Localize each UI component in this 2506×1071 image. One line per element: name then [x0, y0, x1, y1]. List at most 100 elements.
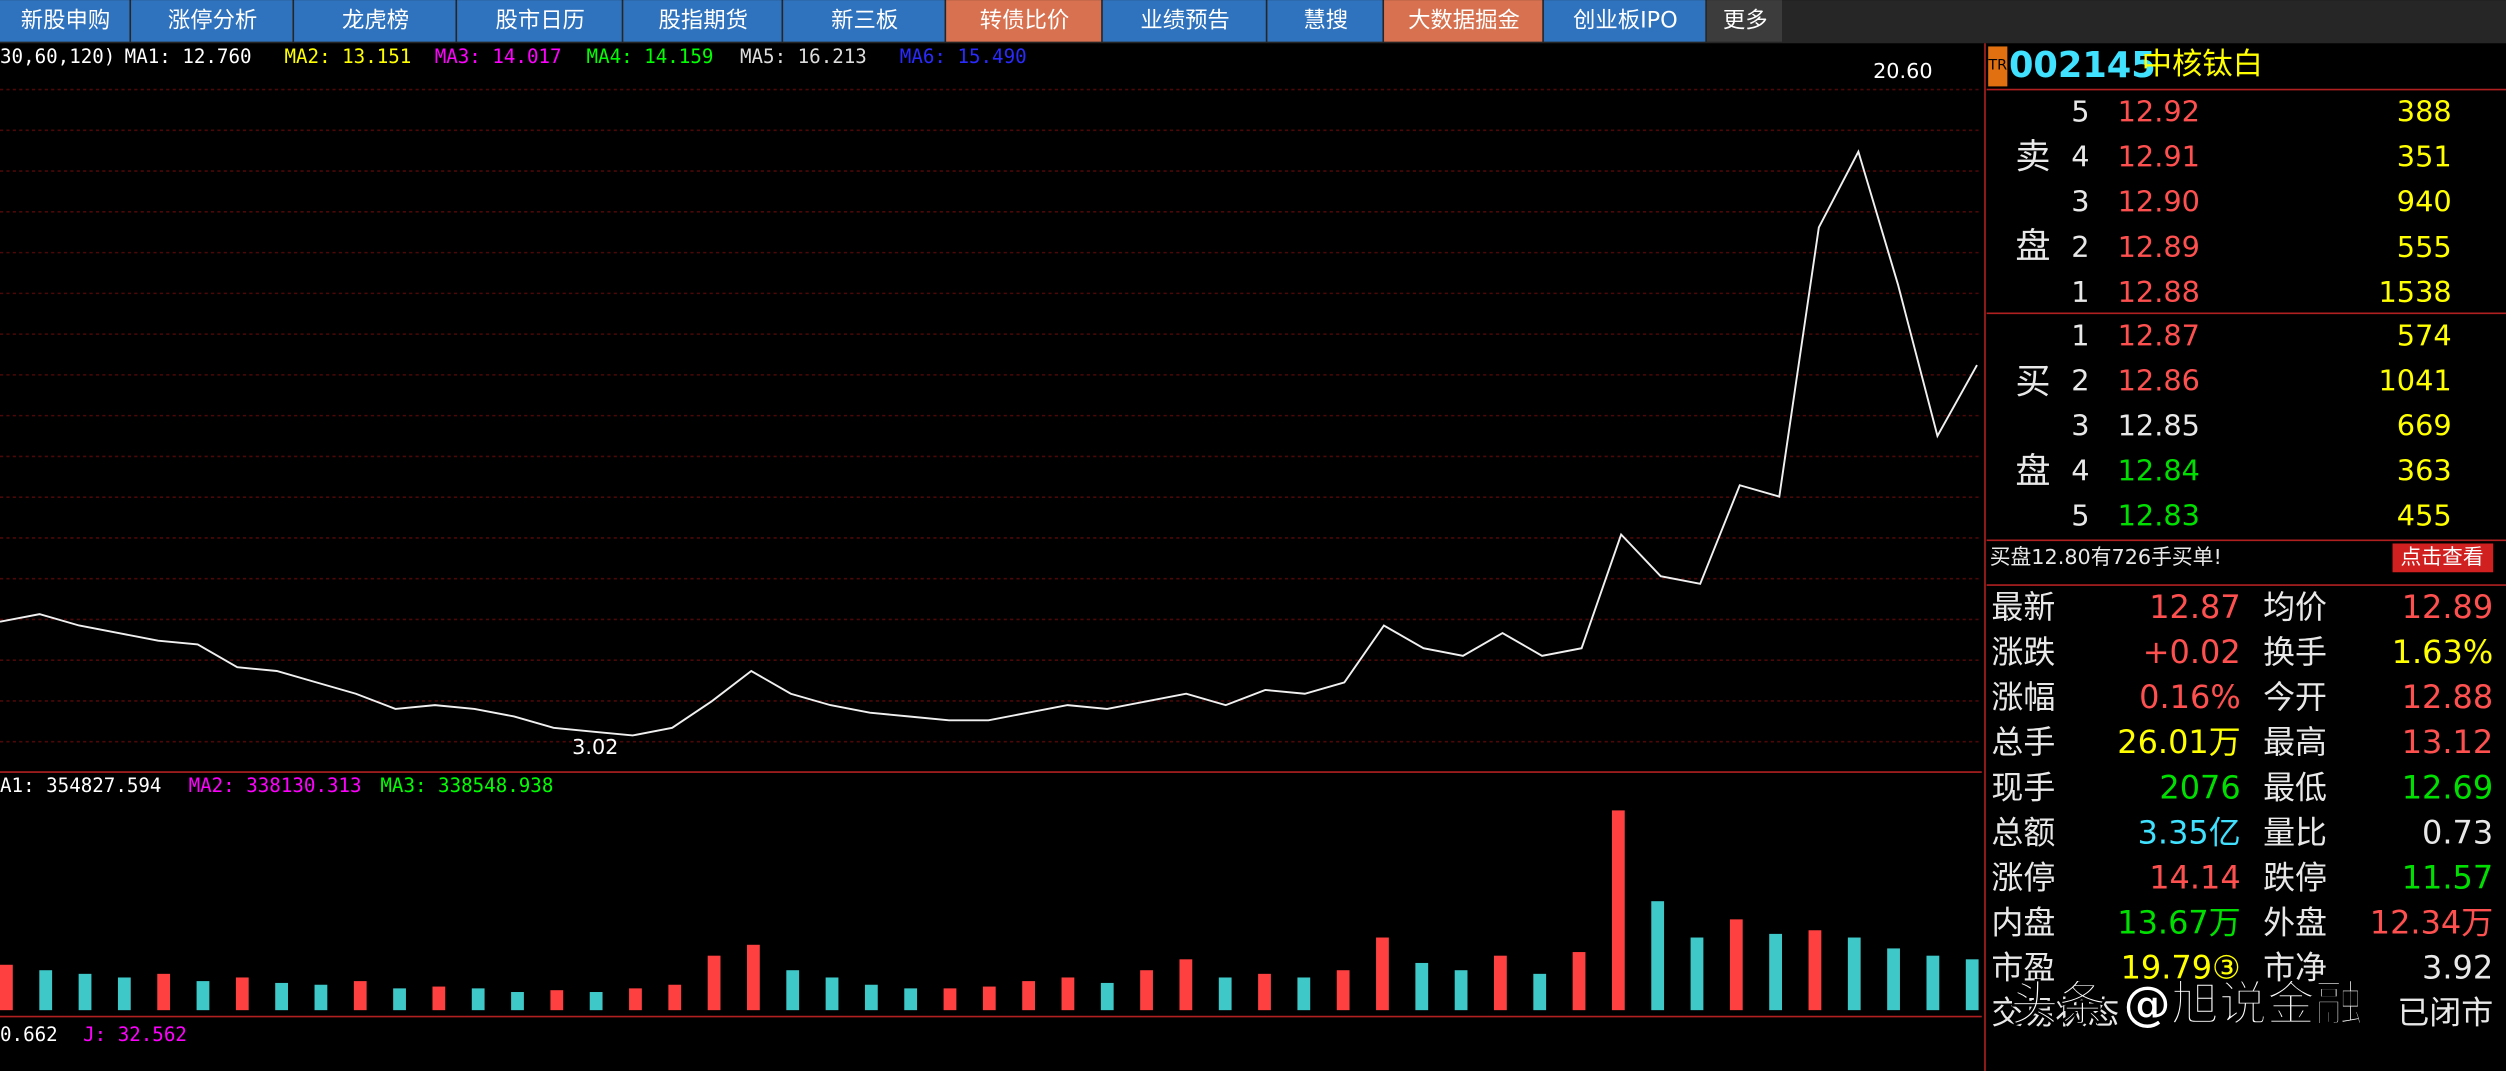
tab-label[interactable]: 慧搜: [1303, 7, 1348, 33]
tab-label[interactable]: 更多: [1723, 7, 1768, 33]
tab[interactable]: [946, 0, 1102, 42]
stat-value: 12.88: [2402, 678, 2493, 716]
side-label: 盘: [2015, 226, 2050, 267]
stat-value: 12.87: [2149, 588, 2240, 626]
tab[interactable]: [1267, 0, 1383, 42]
volume-bar: [707, 955, 721, 1011]
stat-value: 19.79③: [2121, 949, 2241, 987]
volume-bar: [1100, 982, 1114, 1011]
volume-bar: [1140, 970, 1153, 1011]
tab[interactable]: [1384, 0, 1543, 42]
legend-item: J: 32.562: [83, 1023, 187, 1046]
volume-bar: [1926, 955, 1940, 1011]
volume-bar: [1808, 930, 1822, 1011]
level: 4: [2071, 140, 2089, 174]
volume: 1041: [2378, 363, 2451, 397]
volume-bar: [904, 988, 918, 1011]
tab-label[interactable]: 新三板: [831, 7, 898, 33]
stat-label: 交易状态: [1991, 994, 2119, 1032]
volume-bar: [432, 986, 446, 1011]
stat-value: 12.89: [2402, 588, 2493, 626]
volume-bar: [275, 982, 288, 1011]
button[interactable]: [2392, 543, 2494, 573]
volume-bar: [747, 944, 760, 1011]
stat-label: 涨幅: [1991, 678, 2055, 716]
stat-value: 12.69: [2402, 768, 2493, 806]
volume: 555: [2397, 230, 2452, 264]
legend-item: MA1: 12.760: [125, 45, 252, 68]
volume-bar: [117, 977, 131, 1011]
stat-value: 26.01万: [2117, 723, 2240, 761]
tab-label[interactable]: 涨停分析: [168, 7, 257, 33]
tab[interactable]: [1543, 0, 1706, 42]
level: 2: [2071, 230, 2089, 264]
tab[interactable]: [457, 0, 622, 42]
tab-label[interactable]: 业绩预告: [1140, 7, 1229, 33]
tab[interactable]: [131, 0, 293, 42]
stat-label: 今开: [2263, 678, 2327, 716]
legend-item: MA3: 14.017: [435, 45, 562, 68]
stat-value: 3.92: [2422, 949, 2493, 987]
tab[interactable]: [1102, 0, 1266, 42]
volume: 669: [2397, 408, 2452, 442]
tab-label[interactable]: 龙虎榜: [342, 7, 409, 33]
volume-bar: [1887, 948, 1900, 1011]
volume-bar: [0, 964, 13, 1011]
volume-bar: [1022, 981, 1036, 1011]
volume-bar: [1494, 955, 1507, 1011]
volume-bar: [864, 984, 878, 1011]
tab[interactable]: [783, 0, 945, 42]
price: 12.88: [2118, 275, 2200, 309]
volume-bar: [1769, 933, 1783, 1011]
tab[interactable]: [294, 0, 456, 42]
tab-label[interactable]: 大数据掘金: [1408, 7, 1520, 33]
legend-item: MA2: 13.151: [284, 45, 411, 68]
stat-label: 最高: [2263, 723, 2327, 761]
stat-value: 1.63%: [2392, 633, 2494, 671]
tab-label[interactable]: 创业板IPO: [1573, 7, 1678, 33]
legend-item: MA4: 14.159: [587, 45, 714, 68]
level: 2: [2071, 363, 2089, 397]
volume-bar: [1336, 970, 1350, 1011]
volume-bar: [314, 984, 328, 1011]
stat-label: 内盘: [1991, 904, 2055, 942]
volume-bar: [353, 981, 367, 1011]
stat-value: +0.02: [2143, 633, 2241, 671]
price: 12.86: [2118, 363, 2200, 397]
volume-bar: [235, 977, 249, 1011]
stat-label: 现手: [1991, 768, 2055, 806]
button-label[interactable]: 点击查看: [2401, 545, 2484, 569]
tab[interactable]: [1706, 0, 1783, 42]
volume-bar: [1965, 959, 1979, 1011]
badge-text: TR: [1987, 58, 2007, 74]
level: 4: [2071, 454, 2089, 488]
stat-value: 13.12: [2402, 723, 2493, 761]
volume-bar: [1179, 959, 1193, 1011]
stat-value: 0.16%: [2139, 678, 2241, 716]
notice: 买盘12.80有726手买单!: [1990, 545, 2222, 569]
price: 12.90: [2118, 185, 2200, 219]
stat-value: 13.67万: [2117, 904, 2240, 942]
stat-label: 跌停: [2263, 858, 2327, 896]
stat-value: 2076: [2159, 768, 2240, 806]
volume-bar: [471, 988, 485, 1011]
volume-bar: [1729, 919, 1743, 1011]
price-grid: [0, 88, 1982, 743]
tab-label[interactable]: 股市日历: [495, 7, 584, 33]
tab-label[interactable]: 转债比价: [980, 7, 1069, 33]
stat-value: 3.35亿: [2138, 813, 2241, 851]
stat-label: 最低: [2263, 768, 2327, 806]
stat-value: 11.57: [2402, 858, 2493, 896]
tab-label[interactable]: 新股申购: [21, 7, 110, 33]
tab-label[interactable]: 股指期货: [658, 7, 747, 33]
volume-bar: [39, 970, 53, 1011]
tab[interactable]: [623, 0, 782, 42]
stock-name: 中核钛白: [2142, 47, 2263, 82]
price: 12.83: [2118, 499, 2200, 533]
side-label: 卖: [2015, 136, 2050, 177]
volume-bar: [982, 986, 996, 1011]
low-label: 3.02: [572, 735, 618, 759]
tab[interactable]: [0, 0, 130, 42]
